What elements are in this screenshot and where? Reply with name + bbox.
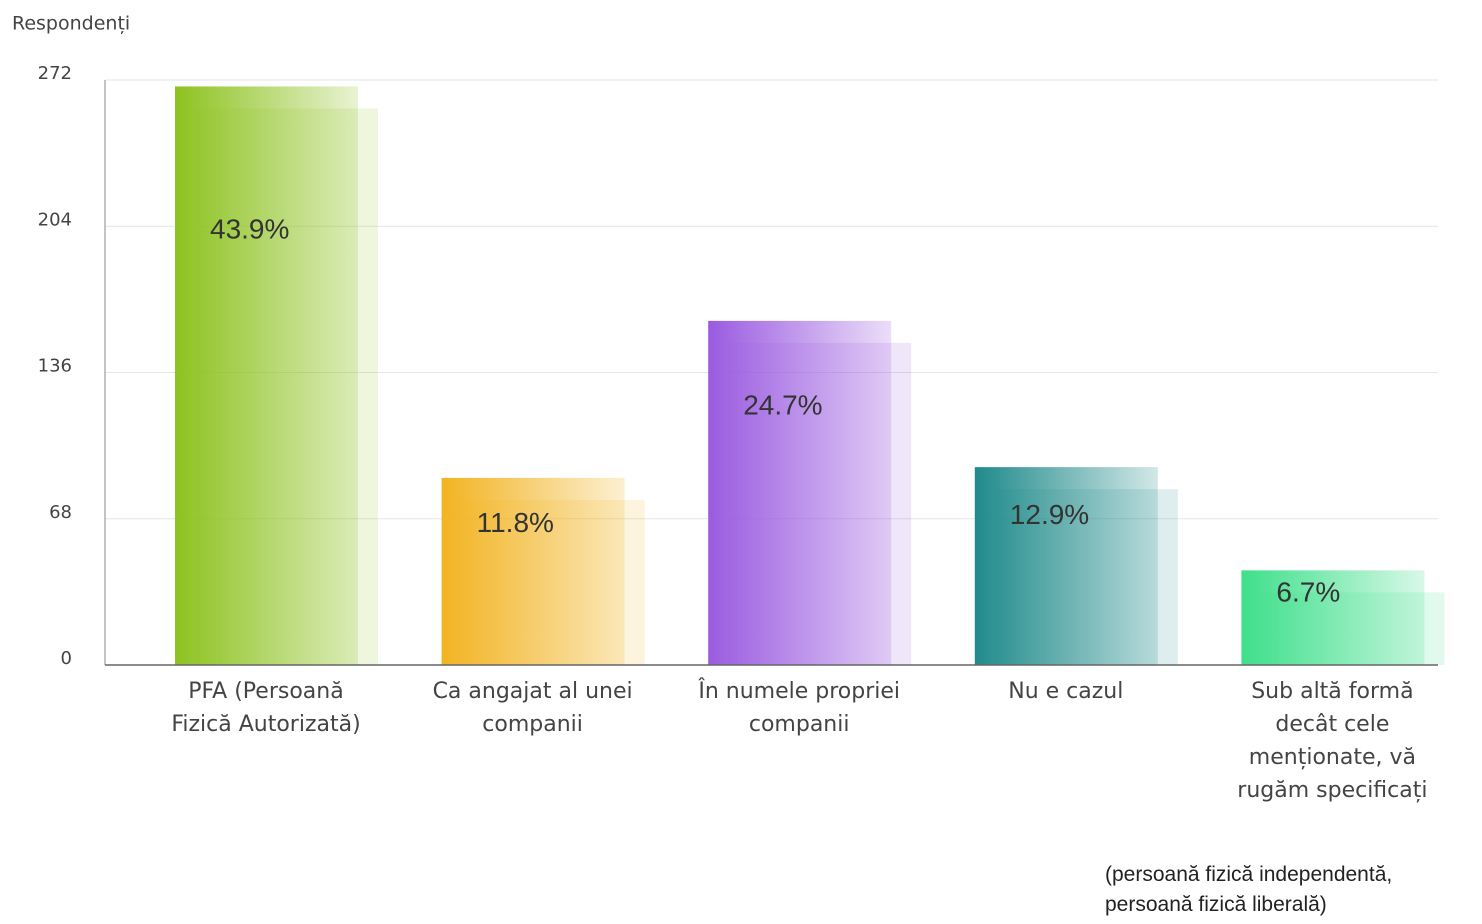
bar — [175, 86, 358, 665]
y-tick-label: 204 — [38, 209, 72, 230]
x-tick-label: Sub altă formă decât cele menționate, vă… — [1237, 679, 1428, 803]
bar — [708, 320, 892, 665]
x-tick-label: PFA (Persoană Fizică Autorizată) — [171, 679, 361, 737]
bar — [974, 467, 1158, 665]
x-tick-label: Nu e cazul — [1008, 679, 1124, 704]
data-label: 12.9% — [1010, 499, 1089, 530]
bar — [1241, 570, 1425, 665]
y-tick-label: 68 — [49, 502, 72, 523]
data-label: 6.7% — [1276, 576, 1340, 607]
x-tick-label: În numele propriei companii — [698, 679, 901, 737]
footnote: (persoană fizică independentă, persoană … — [1105, 863, 1393, 916]
data-label: 24.7% — [743, 389, 822, 420]
x-tick-label: Ca angajat al unei companii — [432, 679, 633, 737]
data-label: 11.8% — [477, 507, 554, 538]
y-tick-label: 136 — [38, 356, 72, 377]
bar — [441, 477, 625, 665]
data-label: 43.9% — [210, 213, 289, 244]
y-axis-label: Respondenți — [12, 13, 130, 35]
y-tick-label: 0 — [61, 648, 72, 669]
y-tick-label: 272 — [38, 63, 72, 84]
